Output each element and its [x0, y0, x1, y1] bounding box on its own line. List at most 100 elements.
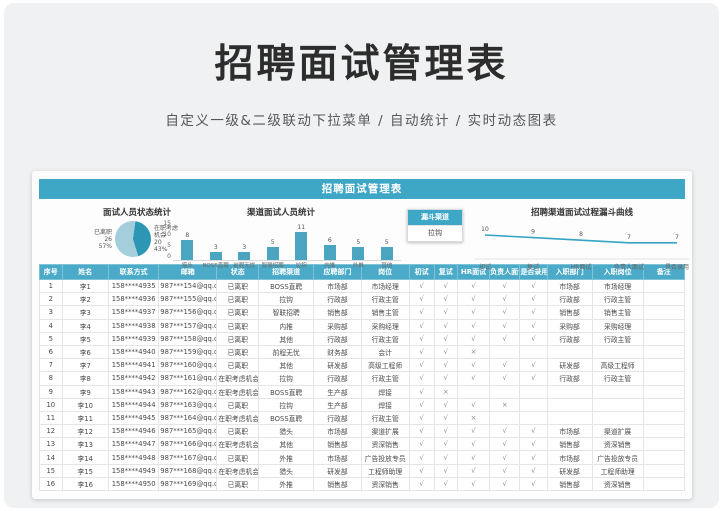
- table-cell[interactable]: [489, 410, 521, 426]
- table-cell[interactable]: [591, 344, 644, 360]
- table-cell[interactable]: [519, 384, 548, 399]
- table-cell[interactable]: 李5: [61, 331, 110, 346]
- table-cell[interactable]: [546, 384, 593, 399]
- table-cell[interactable]: 行政部: [546, 331, 593, 346]
- table-cell[interactable]: 焊接: [360, 384, 410, 399]
- table-cell[interactable]: 李7: [61, 358, 110, 373]
- table-cell[interactable]: √: [456, 424, 491, 439]
- table-cell[interactable]: 渠道扩展: [360, 424, 410, 439]
- table-cell[interactable]: [642, 384, 686, 399]
- table-cell[interactable]: 987***169@qq.com: [158, 476, 218, 492]
- table-cell[interactable]: √: [408, 292, 435, 307]
- table-cell[interactable]: √: [408, 384, 435, 399]
- table-cell[interactable]: BOSS直聘: [258, 384, 315, 399]
- table-cell[interactable]: [642, 358, 686, 373]
- table-cell[interactable]: √: [456, 331, 491, 346]
- table-cell[interactable]: [591, 397, 644, 412]
- table-cell[interactable]: 4: [39, 318, 63, 333]
- table-cell[interactable]: [519, 344, 548, 360]
- table-cell[interactable]: 市场经理: [591, 278, 644, 294]
- table-cell[interactable]: √: [456, 292, 491, 307]
- table-cell[interactable]: 销售主管: [591, 305, 644, 320]
- table-cell[interactable]: 1: [39, 278, 63, 294]
- table-cell[interactable]: √: [489, 476, 521, 492]
- table-cell[interactable]: 在职考虑机会: [216, 463, 260, 478]
- table-cell[interactable]: 行政主管: [591, 371, 644, 386]
- table-cell[interactable]: 李14: [61, 450, 110, 465]
- column-header[interactable]: 邮箱: [158, 264, 218, 280]
- table-cell[interactable]: 市场部: [546, 424, 593, 439]
- table-cell[interactable]: 李8: [61, 371, 110, 386]
- table-cell[interactable]: 广告投放专员: [360, 450, 410, 465]
- table-cell[interactable]: 行政主管: [591, 331, 644, 346]
- table-cell[interactable]: 10: [39, 397, 63, 412]
- table-cell[interactable]: √: [489, 278, 521, 294]
- table-cell[interactable]: 987***160@qq.com: [158, 358, 218, 373]
- table-cell[interactable]: 拉钩: [258, 397, 315, 412]
- table-cell[interactable]: √: [456, 278, 491, 294]
- table-cell[interactable]: 李3: [61, 305, 110, 320]
- table-cell[interactable]: √: [408, 463, 435, 478]
- table-cell[interactable]: √: [456, 450, 491, 465]
- table-cell[interactable]: BOSS直聘: [258, 278, 315, 294]
- table-cell[interactable]: 销售部: [546, 476, 593, 492]
- table-cell[interactable]: 已离职: [216, 450, 260, 465]
- table-cell[interactable]: 广告投放专员: [591, 450, 644, 465]
- table-cell[interactable]: [642, 397, 686, 412]
- table-cell[interactable]: 9: [39, 384, 63, 399]
- table-cell[interactable]: 158****4942: [107, 371, 160, 386]
- table-cell[interactable]: 内推: [258, 318, 315, 333]
- table-cell[interactable]: 在职考虑机会: [216, 384, 260, 399]
- table-cell[interactable]: 3: [39, 305, 63, 320]
- table-cell[interactable]: √: [456, 463, 491, 478]
- table-cell[interactable]: 8: [39, 371, 63, 386]
- table-cell[interactable]: √: [489, 292, 521, 307]
- table-cell[interactable]: 行政部: [313, 410, 362, 426]
- table-cell[interactable]: 销售部: [313, 305, 362, 320]
- table-cell[interactable]: √: [519, 318, 548, 333]
- table-cell[interactable]: 李16: [61, 476, 110, 492]
- table-cell[interactable]: √: [408, 476, 435, 492]
- table-cell[interactable]: √: [433, 450, 458, 465]
- table-cell[interactable]: [642, 278, 686, 294]
- table-cell[interactable]: 销售部: [313, 476, 362, 492]
- table-cell[interactable]: 在职考虑机会: [216, 371, 260, 386]
- table-cell[interactable]: √: [519, 450, 548, 465]
- table-cell[interactable]: 987***162@qq.com: [158, 384, 218, 399]
- table-cell[interactable]: 销售部: [313, 437, 362, 452]
- table-cell[interactable]: 高级工程师: [591, 358, 644, 373]
- table-cell[interactable]: √: [456, 318, 491, 333]
- table-cell[interactable]: 资深销售: [360, 437, 410, 452]
- table-cell[interactable]: 采购经理: [591, 318, 644, 333]
- table-cell[interactable]: 采购部: [313, 318, 362, 333]
- table-cell[interactable]: [642, 424, 686, 439]
- table-cell[interactable]: 987***159@qq.com: [158, 344, 218, 360]
- table-cell[interactable]: √: [489, 371, 521, 386]
- table-cell[interactable]: √: [519, 476, 548, 492]
- table-cell[interactable]: 987***167@qq.com: [158, 450, 218, 465]
- table-cell[interactable]: 外推: [258, 450, 315, 465]
- table-cell[interactable]: √: [433, 318, 458, 333]
- table-cell[interactable]: √: [456, 437, 491, 452]
- table-cell[interactable]: 采购经理: [360, 318, 410, 333]
- table-cell[interactable]: 销售部: [546, 305, 593, 320]
- table-cell[interactable]: √: [408, 278, 435, 294]
- table-cell[interactable]: 行政主管: [360, 331, 410, 346]
- table-cell[interactable]: 158****4950: [107, 476, 160, 492]
- table-cell[interactable]: 已离职: [216, 424, 260, 439]
- table-cell[interactable]: 158****4946: [107, 424, 160, 439]
- table-cell[interactable]: 11: [39, 410, 63, 426]
- table-cell[interactable]: 158****4947: [107, 437, 160, 452]
- table-cell[interactable]: 行政部: [313, 292, 362, 307]
- table-cell[interactable]: [519, 410, 548, 426]
- table-cell[interactable]: [519, 397, 548, 412]
- table-cell[interactable]: √: [519, 437, 548, 452]
- table-cell[interactable]: √: [433, 358, 458, 373]
- table-cell[interactable]: 158****4941: [107, 358, 160, 373]
- table-cell[interactable]: [642, 371, 686, 386]
- table-cell[interactable]: √: [433, 476, 458, 492]
- table-cell[interactable]: √: [489, 424, 521, 439]
- table-cell[interactable]: [546, 410, 593, 426]
- table-cell[interactable]: 已离职: [216, 305, 260, 320]
- table-cell[interactable]: √: [519, 371, 548, 386]
